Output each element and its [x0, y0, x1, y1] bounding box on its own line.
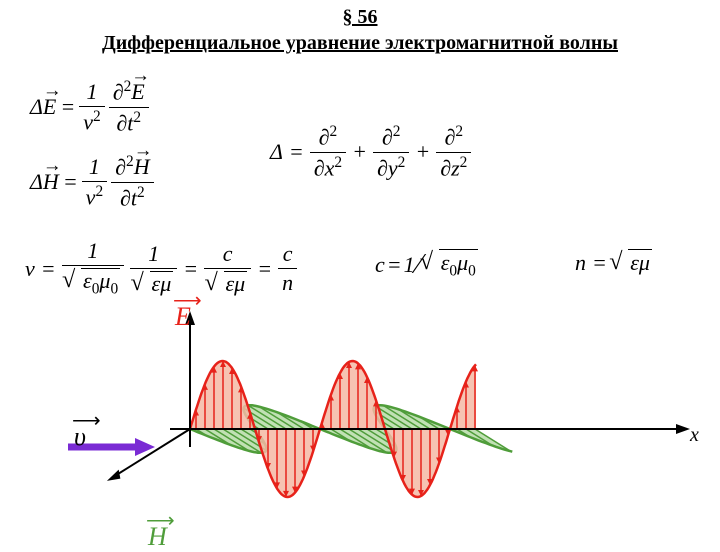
- eq-c: c = 1 ⁄ ε0μ0: [375, 249, 478, 281]
- label-v: ⟶ υ: [74, 422, 86, 452]
- title-line2: Дифференциальное уравнение электромагнит…: [102, 32, 618, 54]
- title-line1: § 56: [343, 6, 378, 28]
- label-x: x: [690, 424, 699, 447]
- vec-H: H: [43, 169, 59, 195]
- vec-E: E: [43, 94, 56, 120]
- eq-v: v = 1 ε0μ0 1 εμ = c εμ = c n: [25, 239, 297, 299]
- frac-d2E-dt2: ∂2E ∂t2: [109, 79, 149, 135]
- delta-sym: Δ: [30, 94, 43, 120]
- eq-delta-E: Δ E = 1 v2 ∂2E ∂t2: [30, 79, 149, 135]
- label-H: ⟶ H: [148, 522, 167, 552]
- label-E: ⟶ E: [175, 302, 191, 332]
- eq-delta-H: Δ H = 1 v2 ∂2H ∂t2: [30, 154, 154, 210]
- page-title: § 56 Дифференциальное уравнение электром…: [0, 4, 720, 56]
- eq-laplacian: Δ = ∂2 ∂x2 + ∂2 ∂y2 + ∂2 ∂z2: [270, 124, 471, 180]
- eq-n: n = εμ: [575, 249, 652, 276]
- frac-1-v2: 1 v2: [79, 80, 104, 135]
- em-wave-diagram: [60, 309, 700, 539]
